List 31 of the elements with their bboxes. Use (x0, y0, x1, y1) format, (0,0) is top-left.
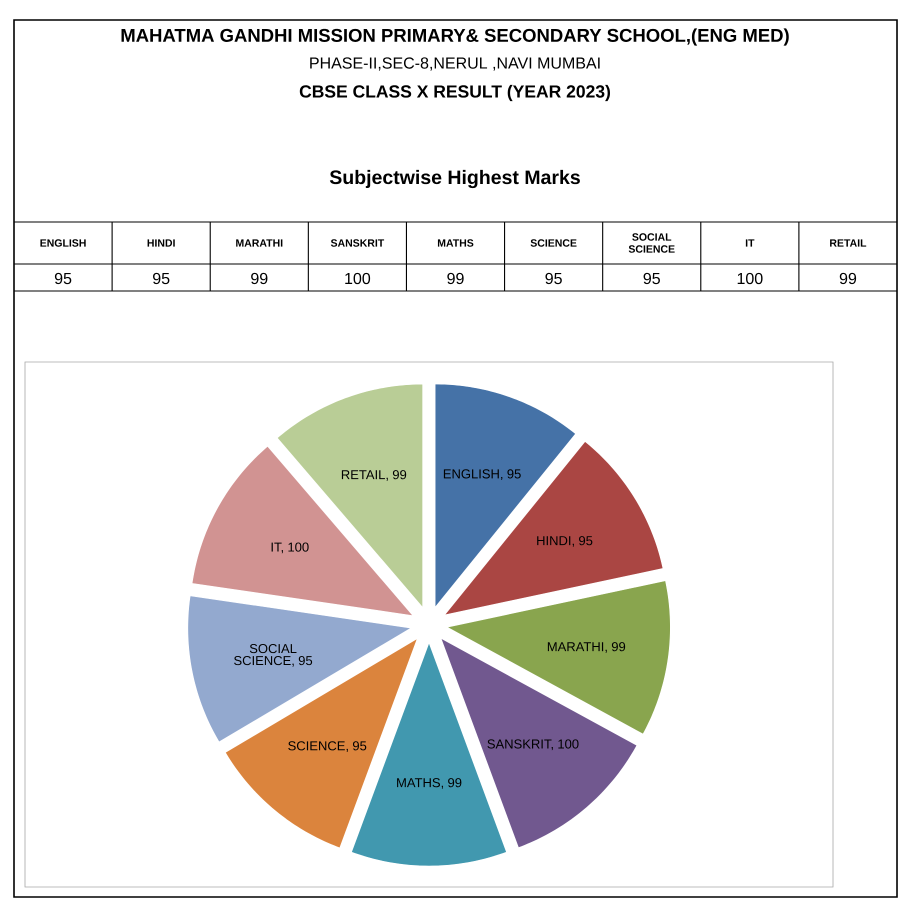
category-label: RETAIL (830, 239, 866, 247)
data-label: MARATHI, 99 (548, 642, 626, 653)
data-label: 95 (644, 272, 660, 284)
data-label: 100 (738, 272, 763, 284)
category-label: MATHS (438, 239, 474, 247)
data-label: SOCIAL SCIENCE, 95 (234, 644, 312, 667)
data-label: HINDI, 95 (537, 536, 592, 547)
data-label: RETAIL, 99 (342, 470, 406, 481)
data-label: 95 (545, 272, 562, 284)
text: MAHATMA GANDHI MISSION PRIMARY& SECONDARY SCHOOL,(ENG MED) (122, 28, 789, 46)
text: CBSE CLASS X RESULT (YEAR 2023) (300, 84, 610, 102)
category-label: ENGLISH (40, 239, 86, 247)
category-label: SCIENCE (530, 239, 577, 247)
data-label: 95 (54, 272, 72, 284)
data-label: SANSKRIT, 100 (487, 739, 579, 750)
category-label: HINDI (148, 239, 175, 247)
data-label: ENGLISH, 95 (444, 469, 521, 480)
category-label: SANSKRIT (330, 239, 384, 247)
data-label: 95 (153, 272, 170, 284)
text: Subjectwise Highest Marks (330, 170, 580, 188)
category-label: IT (746, 239, 754, 247)
data-label: MATHS, 99 (397, 778, 462, 789)
data-label: 100 (345, 272, 370, 284)
data-label: SCIENCE, 95 (288, 741, 366, 752)
data-label: IT, 100 (272, 542, 309, 554)
category-label: SOCIAL SCIENCE (628, 233, 675, 253)
text: PHASE-II,SEC-8,NERUL ,NAVI MUMBAI (310, 57, 600, 71)
data-label: 99 (840, 272, 856, 284)
data-label: 99 (251, 272, 268, 284)
data-label: 99 (447, 272, 464, 284)
category-label: MARATHI (236, 239, 282, 247)
